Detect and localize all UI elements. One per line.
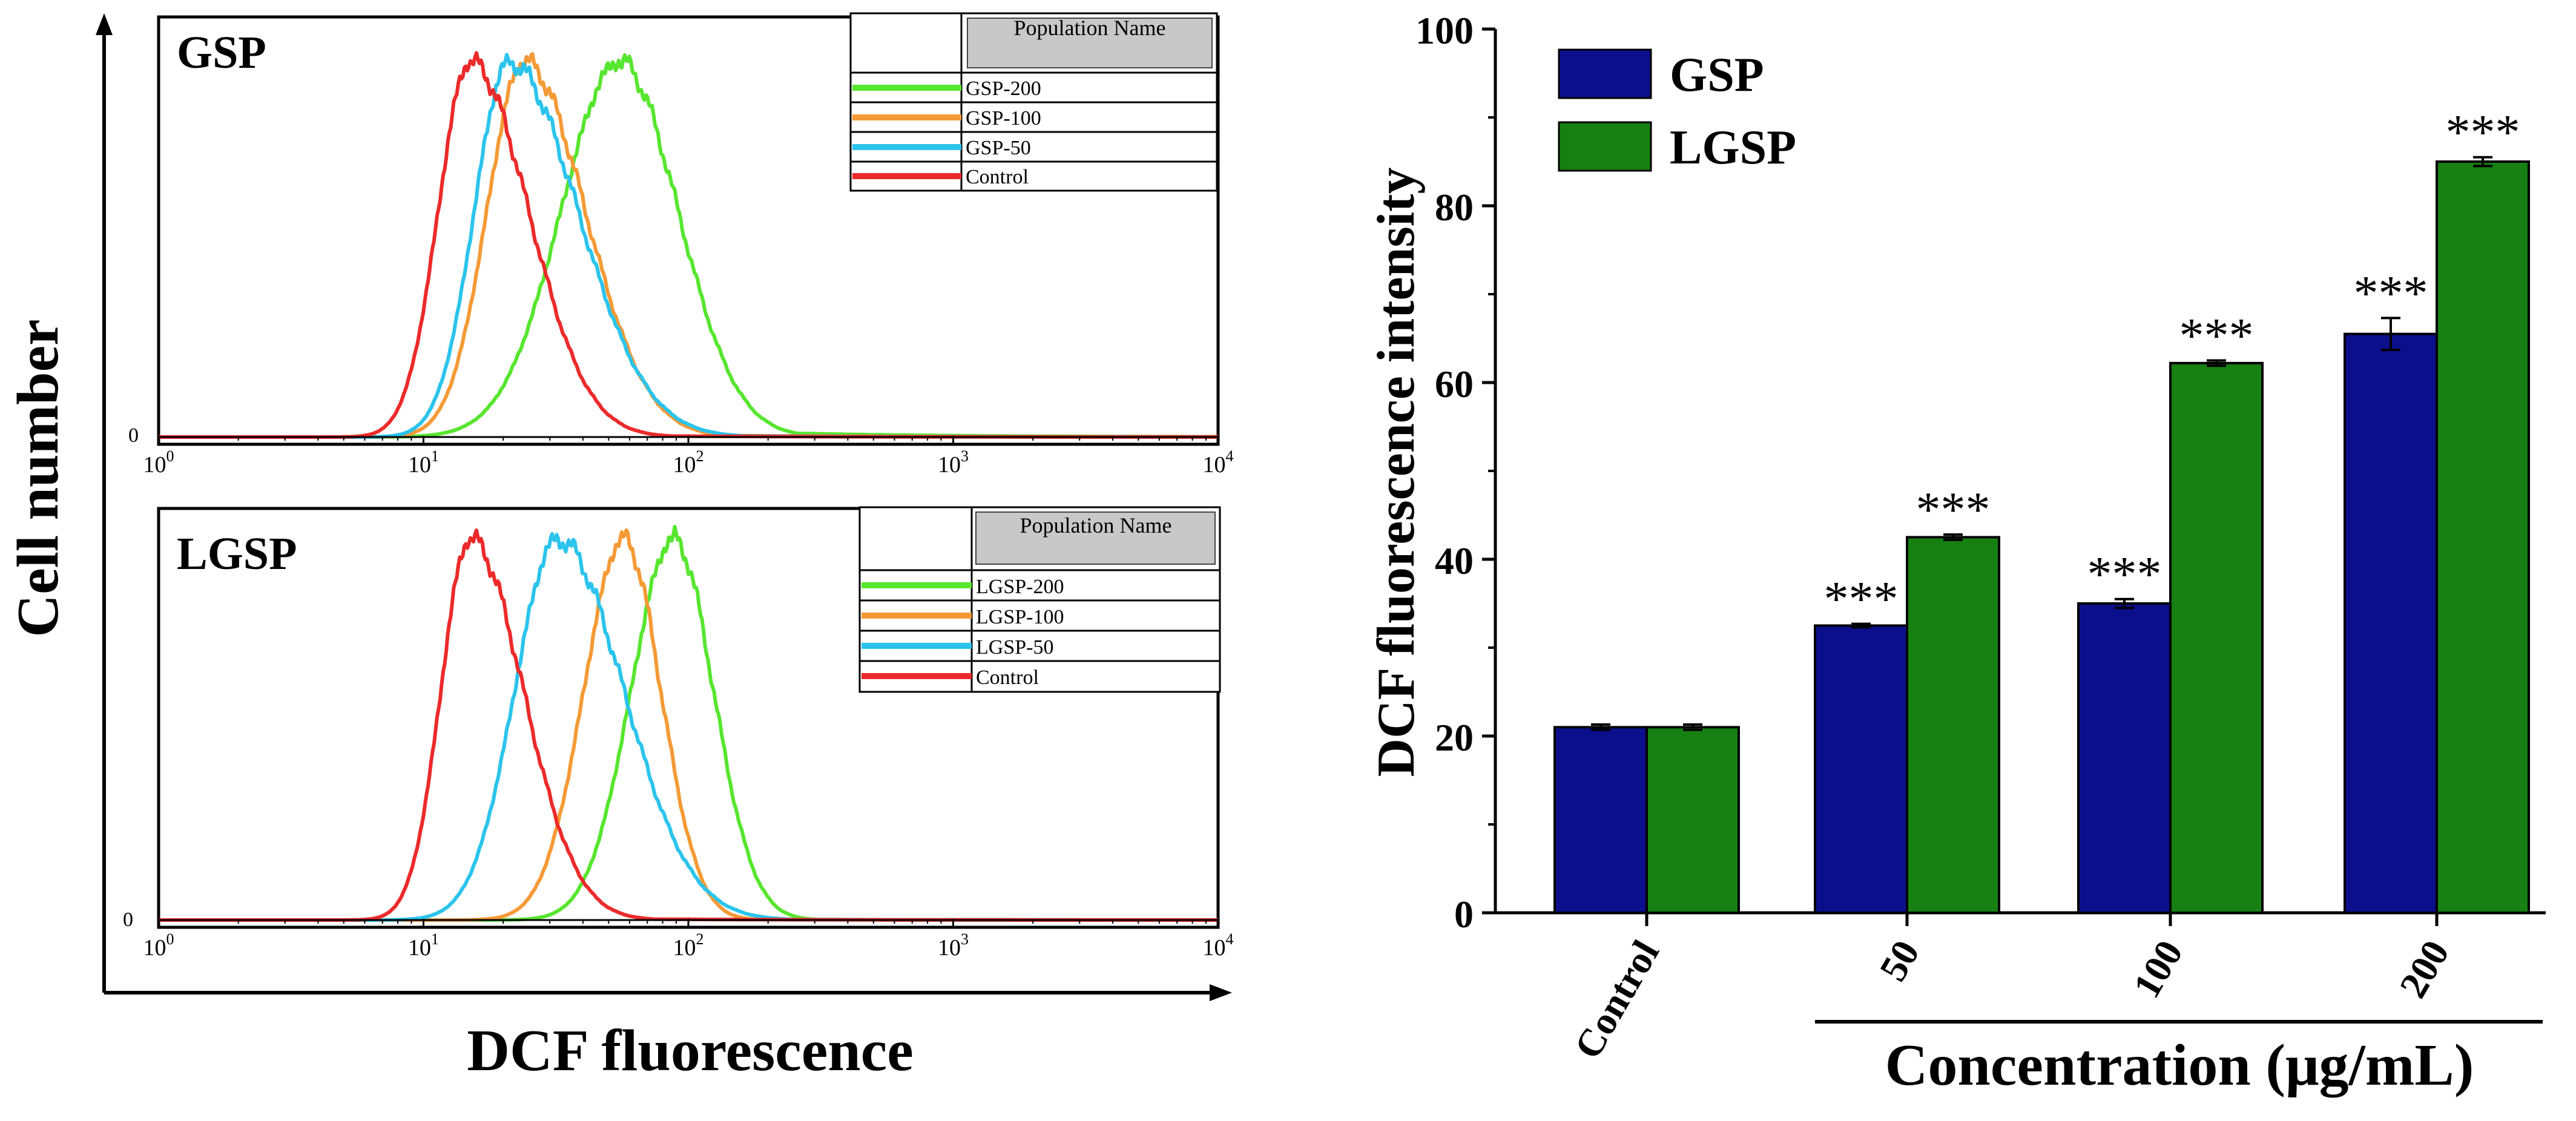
left-x-axis-label: DCF fluorescence [467,1018,914,1083]
significance-marker: *** [2354,265,2428,320]
bar-chart: DCF fluorescence intensity 020406080100 … [1367,9,2546,1098]
x-tick-label: 102 [673,447,704,478]
panel-frame [157,507,1220,929]
legend-label-lgsp-50: LGSP-50 [976,636,1053,659]
left-figure: Cell number DCF fluorescence GSP 0 100 10… [5,12,1234,1083]
y-tick-label: 0 [1454,893,1474,936]
significance-marker: *** [2446,105,2520,160]
significance-marker: *** [2087,547,2162,602]
legend-label-gsp-100: GSP-100 [966,107,1041,130]
x-tick-label: 102 [673,930,704,961]
bar-lgsp-200 [2436,160,2530,914]
legend-label-lgsp-100: LGSP-100 [976,606,1064,628]
legend-label-lgsp: LGSP [1670,121,1796,174]
histogram-panel-gsp: GSP 0 100 101 102 103 104 Population Name GS… [128,12,1234,478]
significance-marker: *** [1824,571,1899,626]
bar-gsp-100 [2077,602,2172,914]
bar-gsp-50 [1814,624,1908,914]
x-tick-label: Control [1566,933,1668,1066]
legend-swatch-gsp [1558,48,1652,99]
bar-lgsp-control [1645,726,1740,915]
legend-table: Population Name LGSP-200 LGSP-100 LGSP-5… [858,506,1221,693]
x-tick-label: 100 [143,930,174,961]
x-tick-label: 50 [1871,933,1928,988]
x-tick-label: 100 [2125,933,2191,1005]
bar-lgsp-50 [1906,536,2000,914]
legend-header-cell [967,18,1213,68]
y-tick-label: 20 [1435,716,1474,759]
y-tick-label: 80 [1435,186,1474,229]
legend-label-control: Control [966,166,1029,188]
bar-marks: *** *** *** *** *** *** [1553,105,2530,915]
zero-label: 0 [123,909,133,931]
panel-title: GSP [177,27,266,78]
x-tick-label: 104 [1203,447,1234,478]
bar-gsp-control [1553,726,1648,915]
bar-legend: GSP LGSP [1558,48,1796,174]
x-tick-label: 103 [938,930,969,961]
left-x-axis-arrowhead [1210,984,1232,1001]
panel-title: LGSP [177,528,297,579]
x-tick-label: 101 [408,447,439,478]
legend-label-control: Control [976,666,1039,689]
zero-label: 0 [128,424,139,447]
legend-label-gsp-50: GSP-50 [966,137,1031,159]
legend-header: Population Name [1014,16,1166,40]
y-tick-label: 100 [1415,9,1474,52]
y-tick-label: 60 [1435,363,1474,406]
bar-y-ticks: 0 20 40 60 80 100 [1415,9,1495,936]
x-tick-label: 104 [1203,930,1234,961]
x-axis-ticks: 100 101 102 103 104 [143,436,1234,478]
left-y-axis-arrowhead [96,13,113,35]
significance-marker: *** [1916,482,1991,537]
x-tick-label: 200 [2391,933,2457,1005]
panel-frame [157,15,1220,446]
legend-label-gsp: GSP [1670,48,1764,102]
legend-header: Population Name [1020,513,1172,537]
x-axis-ticks: 100 101 102 103 104 [143,919,1234,961]
bar-gsp-200 [2344,332,2438,914]
histogram-panel-lgsp: LGSP 0 100 101 102 103 104 Population Name L… [123,506,1234,961]
significance-marker: *** [2179,308,2254,363]
legend-label-gsp-200: GSP-200 [966,77,1041,100]
bar-y-axis-label: DCF fluorescence intensity [1367,168,1426,777]
legend-label-lgsp-200: LGSP-200 [976,576,1064,598]
legend-table: Population Name GSP-200 GSP-100 GSP-50 C… [849,12,1218,192]
x-tick-label: 100 [143,447,174,478]
bar-x-axis-label: Concentration (μg/mL) [1885,1033,2474,1098]
legend-swatch-lgsp [1558,121,1652,172]
legend-header-cell [975,511,1216,565]
x-tick-label: 103 [938,447,969,478]
left-y-axis-label: Cell number [5,319,71,637]
x-tick-label: 101 [408,930,439,961]
y-tick-label: 40 [1435,539,1474,582]
bar-lgsp-100 [2169,361,2264,914]
